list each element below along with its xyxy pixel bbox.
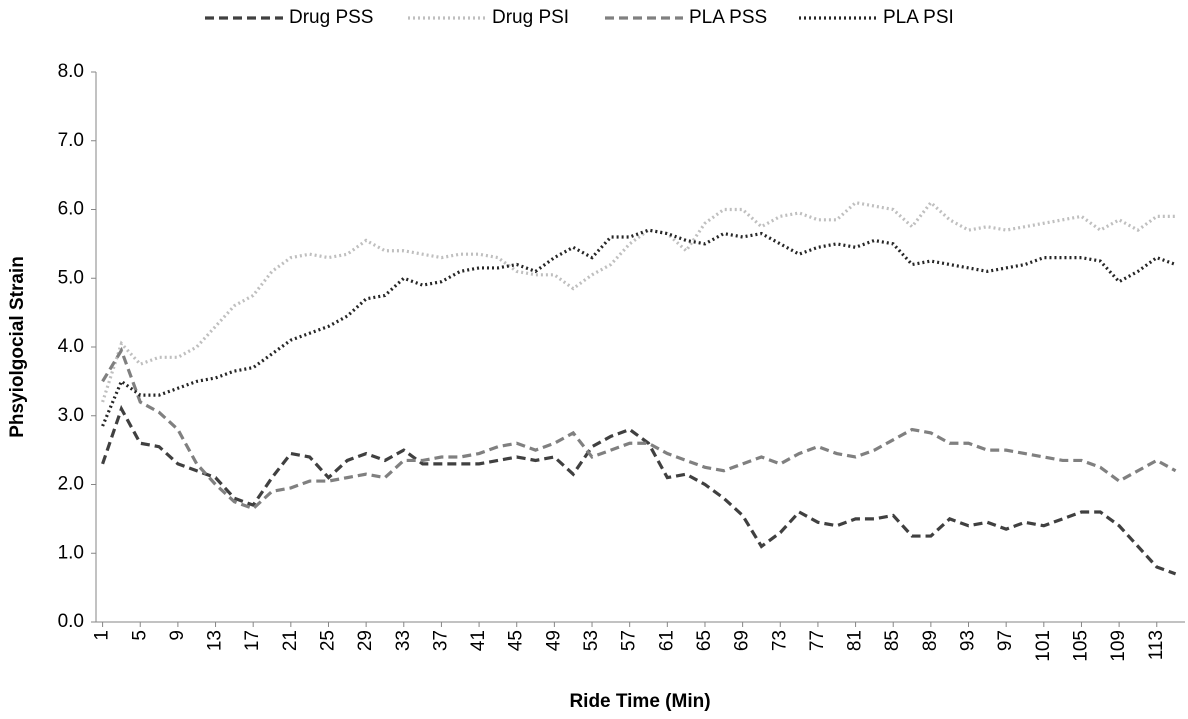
x-tick-label: 13 (205, 630, 226, 651)
legend-label: PLA PSI (883, 7, 954, 28)
y-axis-title: Phsyiolgocial Strain (7, 256, 28, 438)
series-line (101, 404, 1177, 576)
x-tick-label: 5 (129, 630, 150, 641)
x-axis-title: Ride Time (Min) (569, 691, 710, 712)
x-tick-label: 61 (656, 630, 677, 651)
x-tick-label: 81 (845, 630, 866, 651)
x-tick-label: 53 (581, 630, 602, 651)
x-tick-label: 105 (1070, 630, 1091, 662)
x-tick-label: 37 (430, 630, 451, 651)
x-tick-label: 57 (619, 630, 640, 651)
x-tick-label: 9 (167, 630, 188, 641)
legend-label: Drug PSI (492, 7, 569, 28)
x-tick-label: 45 (506, 630, 527, 651)
series-line (101, 228, 1177, 427)
y-tick-label: 8.0 (58, 61, 84, 82)
series-line (101, 200, 1176, 403)
y-tick-label: 2.0 (58, 474, 84, 495)
y-tick-label: 5.0 (58, 267, 84, 288)
y-tick-label: 3.0 (58, 405, 84, 426)
x-tick-label: 97 (995, 630, 1016, 651)
x-tick-label: 69 (732, 630, 753, 651)
x-tick-label: 21 (280, 630, 301, 651)
y-tick-label: 1.0 (58, 542, 84, 563)
y-tick-label: 7.0 (58, 130, 84, 151)
x-tick-label: 113 (1146, 630, 1167, 660)
x-tick-label: 65 (694, 630, 715, 651)
x-tick-label: 109 (1108, 630, 1129, 662)
x-tick-label: 93 (958, 630, 979, 651)
x-tick-label: 17 (242, 630, 263, 651)
x-tick-label: 25 (317, 630, 338, 651)
x-tick-label: 29 (355, 630, 376, 651)
x-tick-label: 77 (807, 630, 828, 651)
legend-label: Drug PSS (289, 7, 373, 28)
x-tick-label: 49 (543, 630, 564, 651)
x-tick-label: 41 (468, 630, 489, 651)
x-tick-label: 33 (393, 630, 414, 651)
series-line (101, 346, 1177, 511)
x-tick-label: 73 (769, 630, 790, 651)
x-tick-label: 85 (882, 630, 903, 651)
y-tick-label: 6.0 (58, 199, 84, 220)
x-tick-label: 1 (92, 630, 113, 641)
x-tick-label: 101 (1033, 630, 1054, 662)
y-tick-label: 4.0 (58, 336, 84, 357)
legend-label: PLA PSS (689, 7, 767, 28)
y-tick-label: 0.0 (58, 611, 84, 632)
x-tick-label: 89 (920, 630, 941, 651)
